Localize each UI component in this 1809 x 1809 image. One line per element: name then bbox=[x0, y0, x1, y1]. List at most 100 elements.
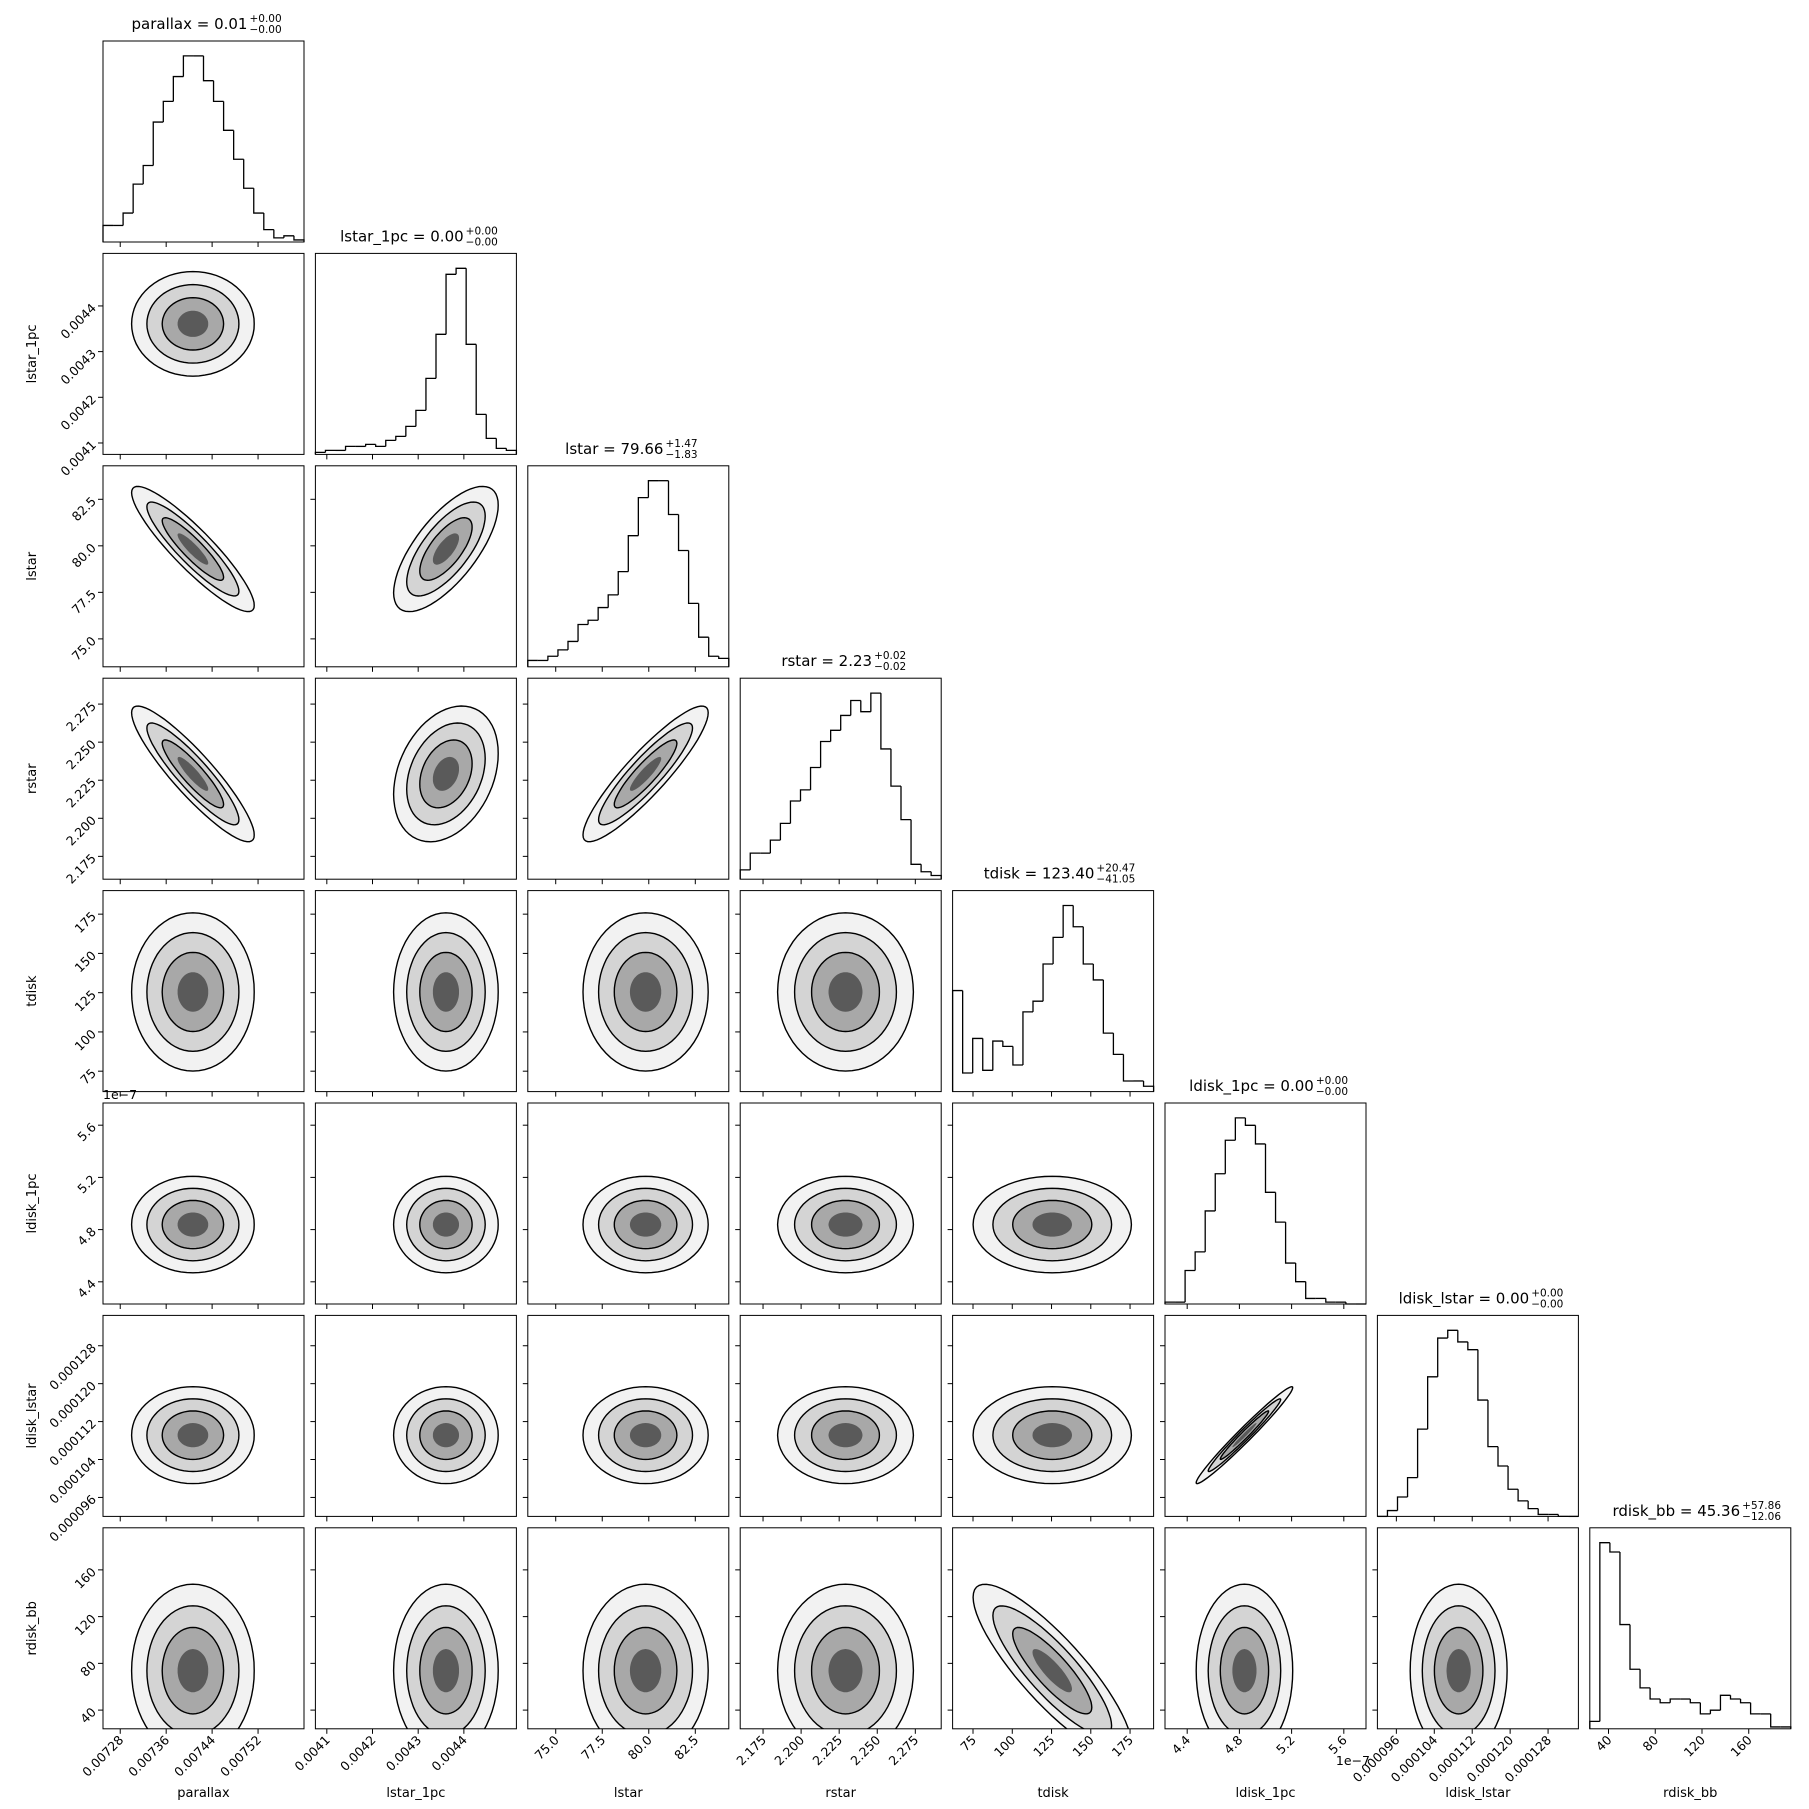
histogram-bin bbox=[243, 159, 254, 189]
y-tick-label: 5.6 bbox=[74, 1120, 99, 1145]
y-tick-label: 40 bbox=[77, 1704, 99, 1726]
density-contour bbox=[177, 310, 209, 337]
x-tick-label: 2.200 bbox=[771, 1732, 807, 1768]
histogram-bin bbox=[1609, 1542, 1620, 1553]
panel bbox=[310, 1527, 517, 1734]
histogram-bin bbox=[1477, 1349, 1488, 1401]
x-tick-label: 75 bbox=[957, 1732, 979, 1754]
y-tick-label: 4.8 bbox=[74, 1224, 99, 1249]
histogram-bin bbox=[1427, 1376, 1438, 1430]
panel-frame bbox=[527, 1314, 730, 1517]
panel bbox=[522, 1314, 730, 1522]
histogram-bin bbox=[1437, 1337, 1448, 1377]
contours bbox=[776, 1583, 915, 1729]
panel-frame bbox=[739, 1102, 942, 1305]
histogram-bin bbox=[1416, 1428, 1428, 1478]
histogram-bin bbox=[962, 990, 973, 1074]
panel-frame bbox=[527, 890, 730, 1093]
histogram-bin bbox=[617, 570, 629, 595]
density-contour bbox=[629, 1423, 662, 1448]
histogram-bin bbox=[445, 273, 457, 335]
histogram-bin bbox=[830, 729, 841, 742]
contours bbox=[1195, 1385, 1294, 1485]
y-tick-label: 0.0044 bbox=[57, 300, 99, 342]
histogram-bin bbox=[779, 822, 791, 841]
y-tick-label: 75.0 bbox=[69, 633, 99, 663]
density-contour bbox=[432, 1649, 459, 1693]
y-tick-label: 75 bbox=[77, 1066, 99, 1088]
contours bbox=[582, 705, 709, 843]
title-lower-error: −0.00 bbox=[466, 236, 498, 248]
histogram-bin bbox=[718, 656, 730, 667]
histogram-bin bbox=[637, 496, 649, 536]
histogram-bin bbox=[677, 514, 689, 552]
histogram-bin bbox=[344, 445, 356, 451]
y-axis-label: tdisk bbox=[25, 975, 40, 1007]
histogram-bin bbox=[375, 444, 386, 448]
panel-frame bbox=[952, 1102, 1155, 1305]
y-tick-label: 160 bbox=[71, 1564, 99, 1592]
y-tick-label: 2.250 bbox=[63, 736, 99, 772]
density-contour bbox=[177, 1423, 209, 1448]
histogram-bin bbox=[1669, 1698, 1681, 1703]
panel bbox=[1164, 1102, 1367, 1309]
title-lower-error: −0.00 bbox=[1316, 1086, 1348, 1098]
histogram-bin bbox=[1699, 1702, 1711, 1715]
histogram-bin bbox=[1184, 1269, 1196, 1303]
histogram-bin bbox=[687, 550, 699, 605]
histogram-bin bbox=[890, 748, 901, 787]
histogram-bin bbox=[850, 699, 861, 716]
histogram-bin bbox=[1599, 1542, 1610, 1722]
histogram-bin bbox=[1527, 1500, 1539, 1510]
y-tick-label: 0.0043 bbox=[57, 346, 99, 388]
contours bbox=[130, 485, 255, 613]
panel bbox=[310, 677, 517, 885]
panel bbox=[735, 1102, 942, 1309]
histogram-bin bbox=[1062, 904, 1074, 938]
contours bbox=[130, 1175, 255, 1274]
histogram-bin bbox=[1305, 1281, 1316, 1300]
panel bbox=[1376, 1314, 1579, 1522]
histogram-bin bbox=[920, 864, 932, 873]
panel bbox=[310, 1102, 517, 1309]
y-axis-label: ldisk_1pc bbox=[25, 1174, 40, 1234]
y-tick-label: 2.225 bbox=[63, 775, 99, 811]
histogram-bin bbox=[485, 414, 497, 440]
histogram-bin bbox=[202, 55, 214, 82]
contours bbox=[776, 1175, 915, 1274]
contours bbox=[972, 1583, 1130, 1729]
panel-frame bbox=[1589, 1527, 1792, 1730]
histogram-bin bbox=[1719, 1694, 1731, 1711]
histogram-bin bbox=[1507, 1465, 1519, 1490]
panel-title: parallax = 0.01 bbox=[132, 15, 248, 33]
histogram-bin bbox=[385, 439, 396, 447]
histogram-bin bbox=[930, 871, 942, 880]
x-tick-label: 100 bbox=[991, 1732, 1019, 1760]
histogram-bin bbox=[567, 640, 579, 650]
histogram-bin bbox=[627, 535, 639, 572]
y-axis-label: lstar_1pc bbox=[25, 324, 40, 383]
panel-frame bbox=[314, 252, 517, 455]
histogram-bin bbox=[769, 839, 781, 854]
title-upper-error: +0.00 bbox=[1531, 1287, 1563, 1299]
x-tick-label: 0.0043 bbox=[383, 1732, 425, 1774]
panel-frame bbox=[1376, 1314, 1579, 1517]
x-axis-label: lstar bbox=[614, 1786, 643, 1801]
density-contour bbox=[432, 756, 459, 791]
contours bbox=[582, 1175, 709, 1274]
panel bbox=[1589, 1527, 1792, 1734]
density-contour bbox=[828, 972, 863, 1012]
density-contour bbox=[432, 972, 459, 1012]
panel-frame bbox=[314, 1314, 517, 1517]
x-tick-label: 4.8 bbox=[1221, 1732, 1246, 1757]
contours bbox=[392, 912, 499, 1072]
x-axis-label: rstar bbox=[825, 1786, 856, 1801]
y-tick-label: 2.175 bbox=[63, 851, 99, 887]
histogram-bin bbox=[1122, 1054, 1134, 1082]
contours bbox=[1409, 1583, 1508, 1729]
density-contour bbox=[1232, 1649, 1257, 1693]
panel-title: rdisk_bb = 45.36 bbox=[1612, 1502, 1740, 1521]
x-axis-label: ldisk_1pc bbox=[1236, 1786, 1296, 1801]
y-axis-label: ldisk_lstar bbox=[25, 1383, 40, 1449]
